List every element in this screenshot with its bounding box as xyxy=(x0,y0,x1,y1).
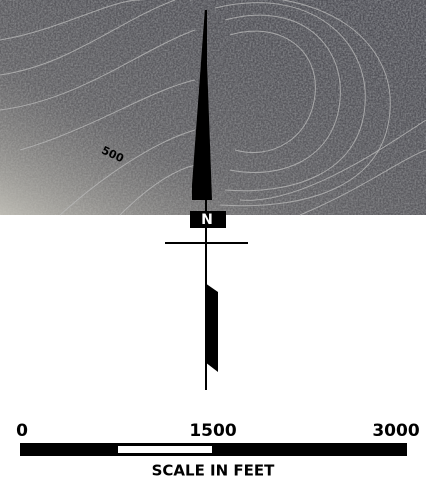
north-label: N xyxy=(201,212,213,228)
scale-bar: 0 1500 3000 SCALE IN FEET xyxy=(16,421,420,480)
scale-caption: SCALE IN FEET xyxy=(152,462,276,480)
north-arrow: N xyxy=(165,8,248,390)
contour-lines xyxy=(0,0,426,216)
scale-label: 1500 xyxy=(189,421,236,441)
scale-label: 3000 xyxy=(372,421,419,441)
scale-label: 0 xyxy=(16,421,28,441)
aerial-image: 500 xyxy=(0,0,426,216)
